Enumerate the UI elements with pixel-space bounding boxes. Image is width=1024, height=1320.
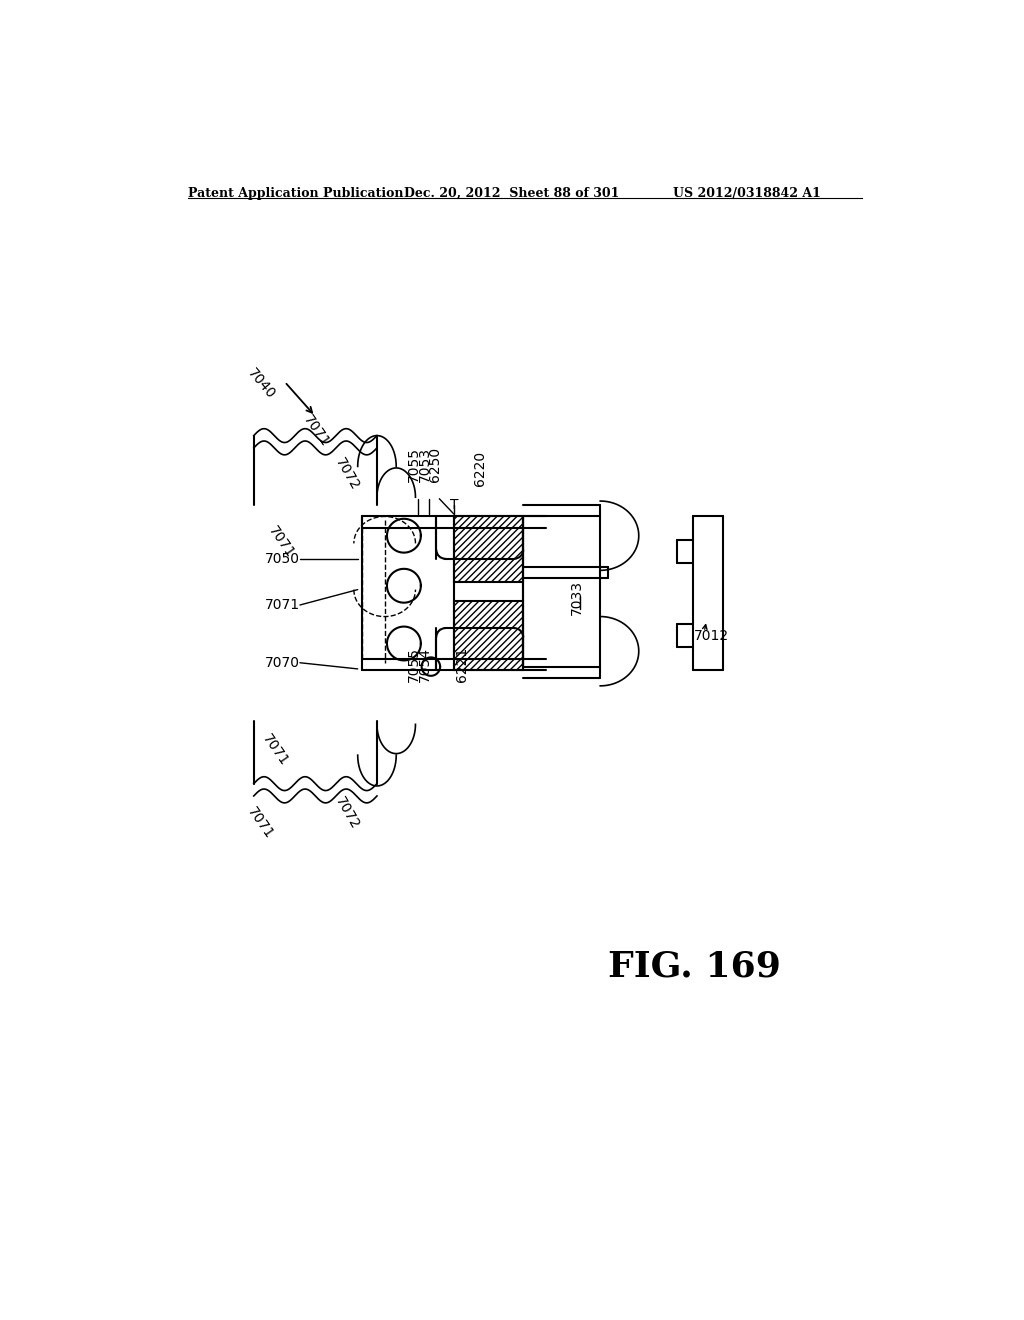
Text: 7012: 7012 [694, 628, 729, 643]
Text: FIG. 169: FIG. 169 [608, 950, 781, 983]
Text: Patent Application Publication: Patent Application Publication [188, 187, 403, 199]
Text: 7055: 7055 [407, 647, 421, 682]
Text: 7071: 7071 [259, 731, 291, 768]
Text: 7071: 7071 [265, 524, 297, 561]
Text: 6220: 6220 [473, 450, 487, 486]
Bar [454, 516, 523, 582]
Text: 7040: 7040 [245, 366, 278, 401]
Text: 7071: 7071 [300, 412, 332, 449]
Text: 7070: 7070 [265, 656, 300, 669]
Text: US 2012/0318842 A1: US 2012/0318842 A1 [674, 187, 821, 199]
Text: 7055: 7055 [407, 446, 421, 482]
Text: 7054: 7054 [418, 647, 432, 682]
Text: 7053: 7053 [418, 446, 432, 482]
Text: 6221: 6221 [455, 647, 469, 682]
Text: 7071: 7071 [244, 805, 275, 842]
Text: 6250: 6250 [428, 446, 442, 482]
Text: Dec. 20, 2012  Sheet 88 of 301: Dec. 20, 2012 Sheet 88 of 301 [403, 187, 620, 199]
Text: T: T [451, 498, 459, 512]
Text: 7071: 7071 [265, 598, 300, 612]
Text: 7050: 7050 [265, 552, 300, 566]
Text: 7072: 7072 [333, 455, 362, 492]
Text: 7033: 7033 [570, 579, 584, 615]
Text: 7072: 7072 [333, 795, 362, 832]
Bar [454, 601, 523, 671]
